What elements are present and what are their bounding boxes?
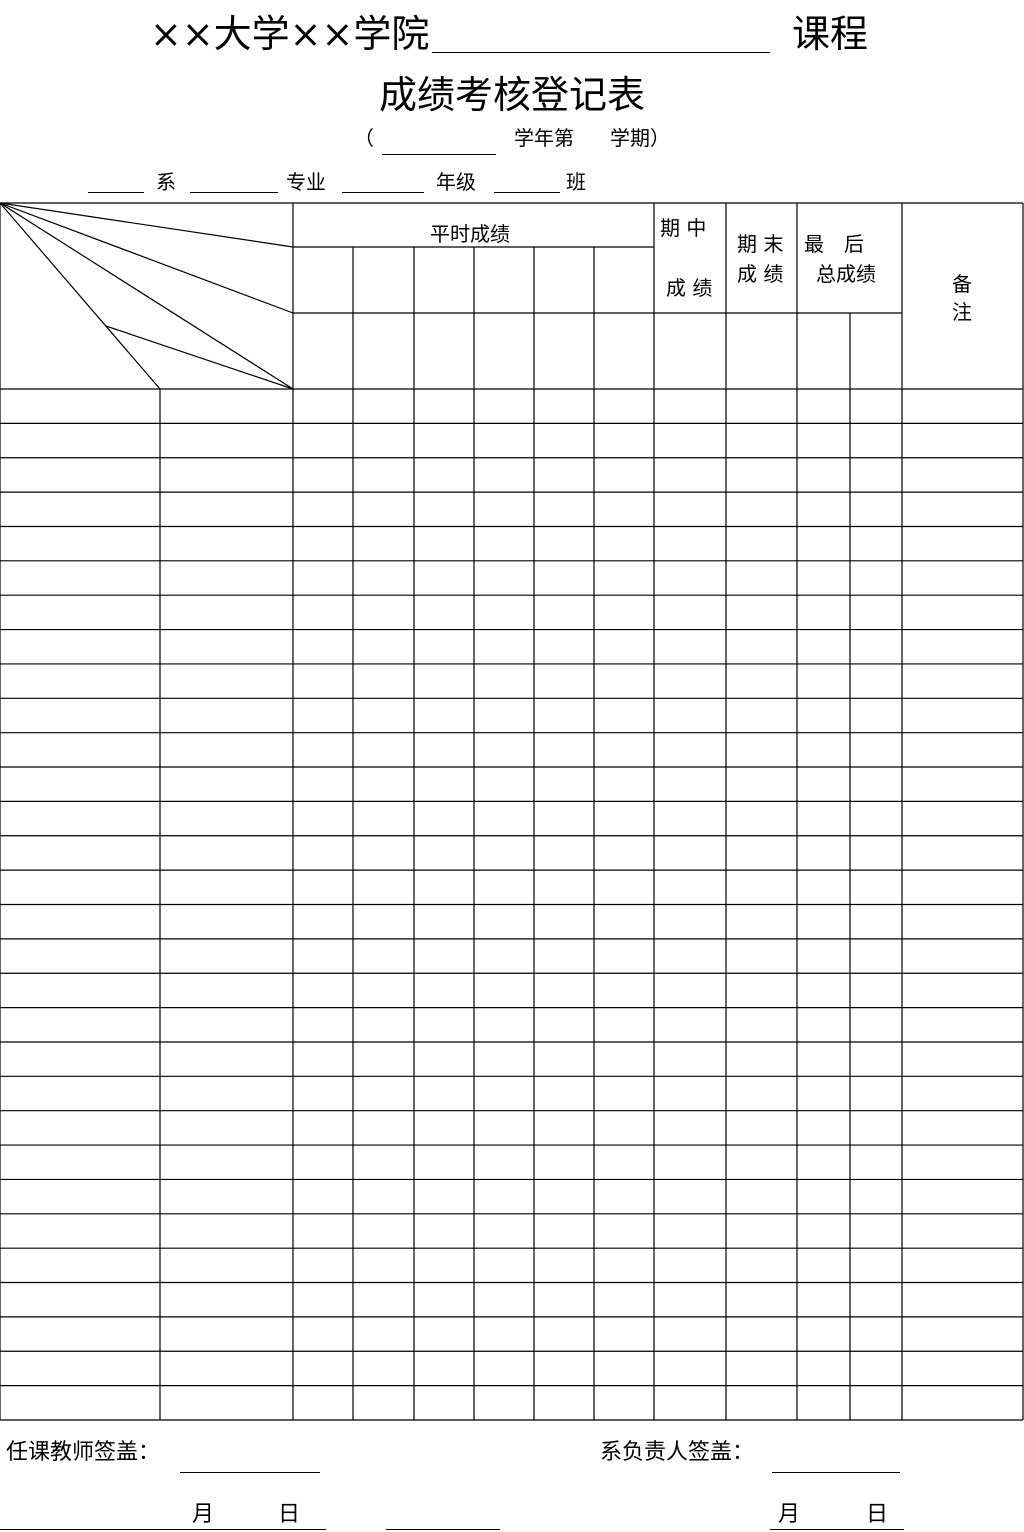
dept-head-signature-blank[interactable] bbox=[772, 1472, 900, 1473]
grade-blank bbox=[342, 192, 424, 193]
diagonal-line bbox=[0, 202, 294, 314]
teacher-day-label: 日 bbox=[278, 1502, 301, 1527]
dept-head-month-label: 月 bbox=[778, 1502, 801, 1527]
footer-line-right bbox=[770, 1529, 904, 1530]
term-open-paren: （ bbox=[354, 126, 374, 150]
major-label: 专业 bbox=[286, 170, 326, 194]
total-header-line1: 最 后 bbox=[804, 232, 864, 256]
final-header-line1: 期 末 bbox=[737, 232, 784, 256]
footer-line-mid bbox=[386, 1529, 500, 1530]
diagonal-line bbox=[105, 325, 294, 390]
dept-label: 系 bbox=[156, 170, 176, 194]
teacher-signature-blank[interactable] bbox=[180, 1472, 320, 1473]
form-title: 成绩考核登记表 bbox=[378, 73, 645, 117]
teacher-signature-label: 任课教师签盖： bbox=[6, 1440, 161, 1465]
midterm-header-line1: 期 中 bbox=[660, 216, 707, 240]
title-college: ××大学××学院 bbox=[150, 12, 430, 56]
academic-year-blank bbox=[382, 154, 496, 155]
usual-score-header: 平时成绩 bbox=[430, 222, 510, 246]
diagonal-line bbox=[0, 202, 161, 390]
term-year-label: 学年第 bbox=[514, 126, 574, 150]
dept-head-signature-label: 系负责人签盖： bbox=[600, 1440, 755, 1465]
remark-header-line1: 备 bbox=[952, 272, 972, 296]
grade-label: 年级 bbox=[436, 170, 476, 194]
dept-blank bbox=[88, 192, 144, 193]
term-semester-label: 学期） bbox=[610, 126, 670, 150]
title-course-suffix: 课程 bbox=[792, 12, 869, 56]
total-header-line2: 总成绩 bbox=[816, 262, 876, 286]
course-name-blank bbox=[432, 52, 770, 53]
diagonal-line bbox=[0, 202, 294, 248]
major-blank bbox=[190, 192, 278, 193]
midterm-header-line2: 成 绩 bbox=[666, 276, 713, 300]
diagonal-line bbox=[0, 202, 294, 390]
teacher-month-label: 月 bbox=[192, 1502, 215, 1527]
final-header-line2: 成 绩 bbox=[737, 262, 784, 286]
class-blank bbox=[494, 192, 560, 193]
dept-head-day-label: 日 bbox=[866, 1502, 889, 1527]
remark-header-line2: 注 bbox=[952, 300, 972, 324]
footer-line-left bbox=[0, 1529, 326, 1530]
class-label: 班 bbox=[566, 170, 586, 194]
